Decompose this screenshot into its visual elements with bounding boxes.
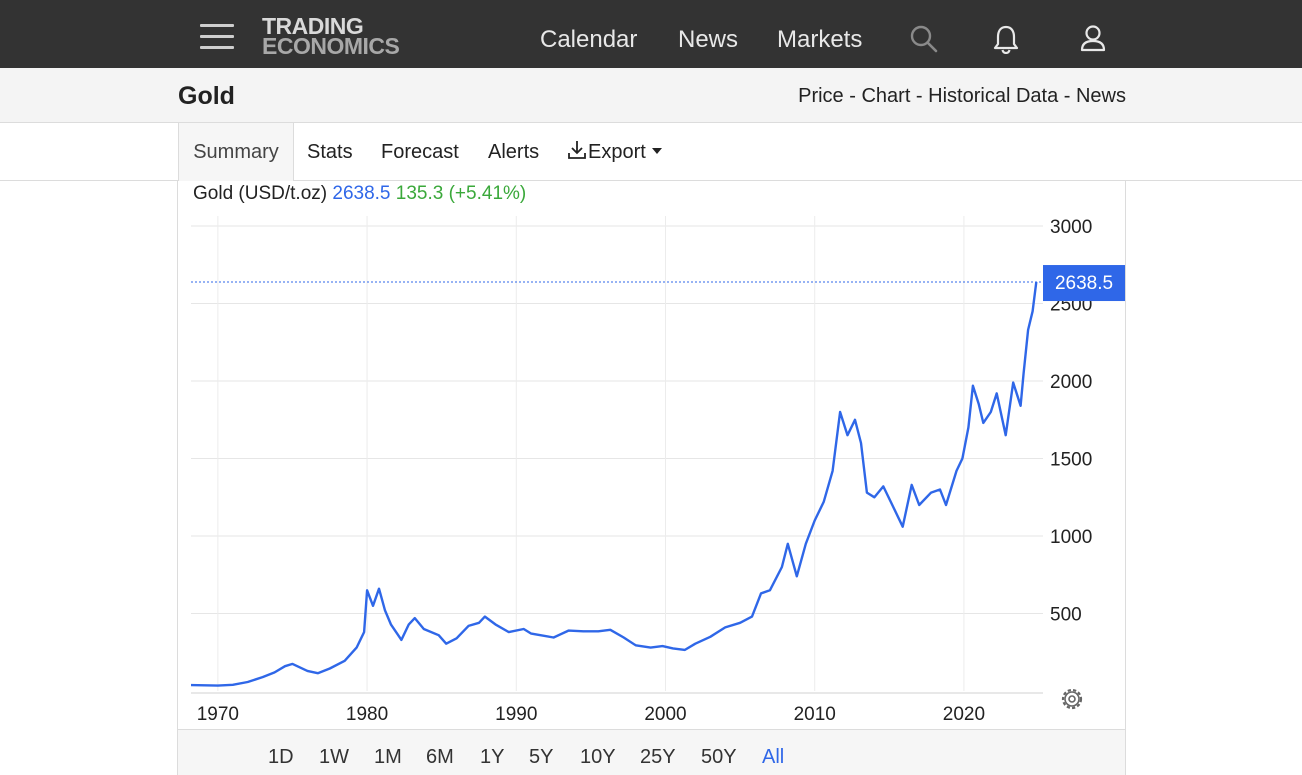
tab-stats[interactable]: Stats [307,141,353,163]
range-5y[interactable]: 5Y [529,746,554,768]
y-tick-label: 3000 [1050,217,1092,238]
y-tick-label: 500 [1050,605,1082,626]
range-10y[interactable]: 10Y [580,746,616,768]
price-change: 135.3 (+5.41%) [396,183,526,204]
subnav-chart[interactable]: Chart [861,85,911,107]
download-icon [568,141,586,159]
x-axis: 1970 1980 1990 2000 2010 2020 [197,704,985,725]
range-1w[interactable]: 1W [319,746,349,768]
subnav-separator: - [910,85,929,107]
subnav: Price - Chart - Historical Data - News [798,85,1126,108]
x-tick-label: 1990 [495,704,537,725]
y-tick-label: 1000 [1050,527,1092,548]
range-1d[interactable]: 1D [268,746,294,768]
last-price-label-text: 2638.5 [1055,273,1113,294]
x-tick-label: 2020 [943,704,985,725]
range-selector: 1D 1W 1M 6M 1Y 5Y 10Y 25Y 50Y All [178,729,1125,775]
price-change-value: 135.3 [395,183,444,204]
current-price: 2638.5 [332,183,391,204]
top-navbar: TRADING ECONOMICS Calendar News Markets [0,0,1302,68]
tab-bar: Summary Stats Forecast Alerts Export [0,123,1302,182]
subnav-price[interactable]: Price [798,85,844,107]
x-tick-label: 2010 [794,704,836,725]
x-tick-label: 1980 [346,704,388,725]
tab-forecast[interactable]: Forecast [381,141,459,163]
search-icon[interactable] [909,24,939,54]
subnav-historical-data[interactable]: Historical Data [928,85,1059,107]
tab-export[interactable]: Export [566,123,663,181]
tab-alerts[interactable]: Alerts [488,141,540,163]
menu-icon[interactable] [200,24,234,50]
x-tick-label: 1970 [197,704,239,725]
y-tick-label: 1500 [1050,450,1092,471]
chart-container: 500 1000 1500 2000 2500 3000 1970 1980 1990 2000… [177,181,1126,775]
nav-markets[interactable]: Markets [777,26,863,53]
subnav-separator: - [1058,85,1076,107]
subnav-news[interactable]: News [1075,85,1126,107]
chart-title: Gold (USD/t.oz) 2638.5 135.3 (+5.41%) [193,183,526,205]
last-price-label: 2638.5 [1043,265,1125,302]
nav-calendar[interactable]: Calendar [540,26,638,53]
page-title: Gold [178,82,235,110]
range-1y[interactable]: 1Y [480,746,505,768]
caret-down-icon [652,148,663,154]
instrument-name: Gold (USD/t.oz) [193,183,328,204]
user-icon[interactable] [1079,24,1107,54]
chart-grid [191,216,1043,694]
chart-settings-icon[interactable] [1061,688,1083,710]
logo-line2: ECONOMICS [262,33,400,59]
range-25y[interactable]: 25Y [640,746,676,768]
logo-line1: TRADING [262,13,364,39]
x-tick-label: 2000 [644,704,686,725]
export-label: Export [588,141,646,163]
logo[interactable]: TRADING ECONOMICS [262,13,400,59]
bell-icon[interactable] [992,24,1020,54]
last-price-label-bg [1043,265,1125,302]
tab-summary[interactable]: Summary [178,123,294,182]
subnav-separator: - [843,85,862,107]
price-change-pct: (+5.41%) [448,183,527,204]
range-1m[interactable]: 1M [374,746,402,768]
y-tick-label: 2000 [1050,372,1092,393]
range-6m[interactable]: 6M [426,746,454,768]
page-header: Gold Price - Chart - Historical Data - N… [0,68,1302,123]
gold-price-line [190,281,1038,687]
nav-news[interactable]: News [678,26,739,53]
range-all[interactable]: All [762,746,785,768]
range-50y[interactable]: 50Y [701,746,737,768]
